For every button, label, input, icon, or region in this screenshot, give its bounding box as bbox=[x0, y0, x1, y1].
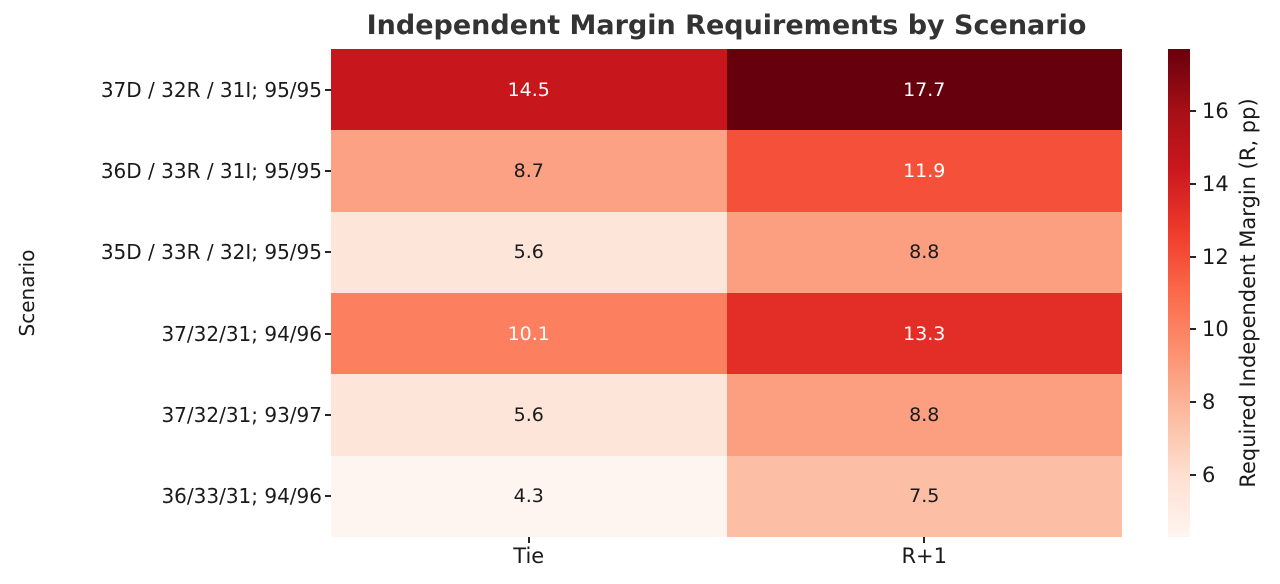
y-tick-labels: 37D / 32R / 31I; 95/95 36D / 33R / 31I; 9… bbox=[0, 49, 322, 537]
cell-value: 8.8 bbox=[909, 403, 940, 426]
colorbar-tick-label: 14 bbox=[1202, 171, 1229, 196]
heatmap-cell: 13.3 bbox=[726, 293, 1122, 375]
cell-value: 17.7 bbox=[903, 78, 946, 101]
colorbar-tick-label: 16 bbox=[1202, 98, 1229, 123]
colorbar-tick-mark bbox=[1190, 401, 1196, 404]
colorbar-tick-label: 10 bbox=[1202, 317, 1229, 342]
x-tick-mark bbox=[527, 537, 530, 543]
x-tick-mark bbox=[923, 537, 926, 543]
y-tick-mark bbox=[325, 88, 331, 91]
heatmap-cell: 17.7 bbox=[726, 49, 1122, 131]
colorbar-tick-label: 12 bbox=[1202, 244, 1229, 269]
cell-value: 4.3 bbox=[513, 485, 544, 508]
y-tick-mark bbox=[325, 332, 331, 335]
heatmap-cell: 8.8 bbox=[726, 374, 1122, 456]
colorbar-tick-label: 8 bbox=[1202, 390, 1216, 415]
colorbar-tick-mark bbox=[1190, 474, 1196, 477]
colorbar-tick-label: 6 bbox=[1202, 463, 1216, 488]
heatmap-cell: 10.1 bbox=[331, 293, 727, 375]
cell-value: 8.7 bbox=[513, 159, 544, 182]
x-tick-label: Tie bbox=[513, 544, 545, 568]
y-tick-mark bbox=[325, 251, 331, 254]
heatmap-cell: 5.6 bbox=[331, 374, 727, 456]
y-tick-mark bbox=[325, 414, 331, 416]
y-tick-label: 36D / 33R / 31I; 95/95 bbox=[100, 158, 322, 183]
cell-value: 11.9 bbox=[903, 159, 946, 182]
heatmap-cell: 5.6 bbox=[331, 211, 727, 293]
colorbar-label: Required Independent Margin (R, pp) bbox=[1236, 98, 1260, 488]
cell-value: 8.8 bbox=[909, 241, 940, 264]
colorbar-tick-mark bbox=[1190, 182, 1196, 185]
y-tick-mark bbox=[325, 170, 331, 172]
cell-value: 5.6 bbox=[513, 403, 544, 426]
heatmap-cell: 4.3 bbox=[331, 455, 727, 537]
heatmap-cell: 7.5 bbox=[726, 455, 1122, 537]
cell-value: 7.5 bbox=[909, 485, 940, 508]
y-tick-mark bbox=[325, 495, 331, 498]
colorbar-tick-mark bbox=[1190, 328, 1196, 331]
y-tick-label: 35D / 33R / 32I; 95/95 bbox=[100, 240, 322, 265]
y-tick-label: 37D / 32R / 31I; 95/95 bbox=[100, 77, 322, 102]
heatmap-cell: 8.7 bbox=[331, 130, 727, 212]
cell-value: 5.6 bbox=[513, 241, 544, 264]
heatmap-cell: 11.9 bbox=[726, 130, 1122, 212]
heatmap-cell: 14.5 bbox=[331, 49, 727, 131]
colorbar bbox=[1168, 49, 1190, 537]
y-tick-label: 37/32/31; 93/97 bbox=[161, 402, 322, 427]
y-tick-label: 36/33/31; 94/96 bbox=[161, 484, 322, 509]
colorbar-tick-mark bbox=[1190, 109, 1196, 112]
y-tick-label: 37/32/31; 94/96 bbox=[161, 321, 322, 346]
heatmap-cell: 8.8 bbox=[726, 211, 1122, 293]
heatmap-grid: 14.5 17.7 8.7 11.9 5.6 8.8 10.1 13.3 5.6 8.8 4.3 7.… bbox=[331, 49, 1122, 537]
cell-value: 13.3 bbox=[903, 322, 946, 345]
x-tick-labels: Tie R+1 bbox=[331, 544, 1122, 568]
cell-value: 10.1 bbox=[507, 322, 550, 345]
cell-value: 14.5 bbox=[507, 78, 550, 101]
colorbar-tick-mark bbox=[1190, 255, 1196, 258]
x-tick-label: R+1 bbox=[901, 544, 948, 568]
chart-title: Independent Margin Requirements by Scena… bbox=[366, 10, 1087, 41]
